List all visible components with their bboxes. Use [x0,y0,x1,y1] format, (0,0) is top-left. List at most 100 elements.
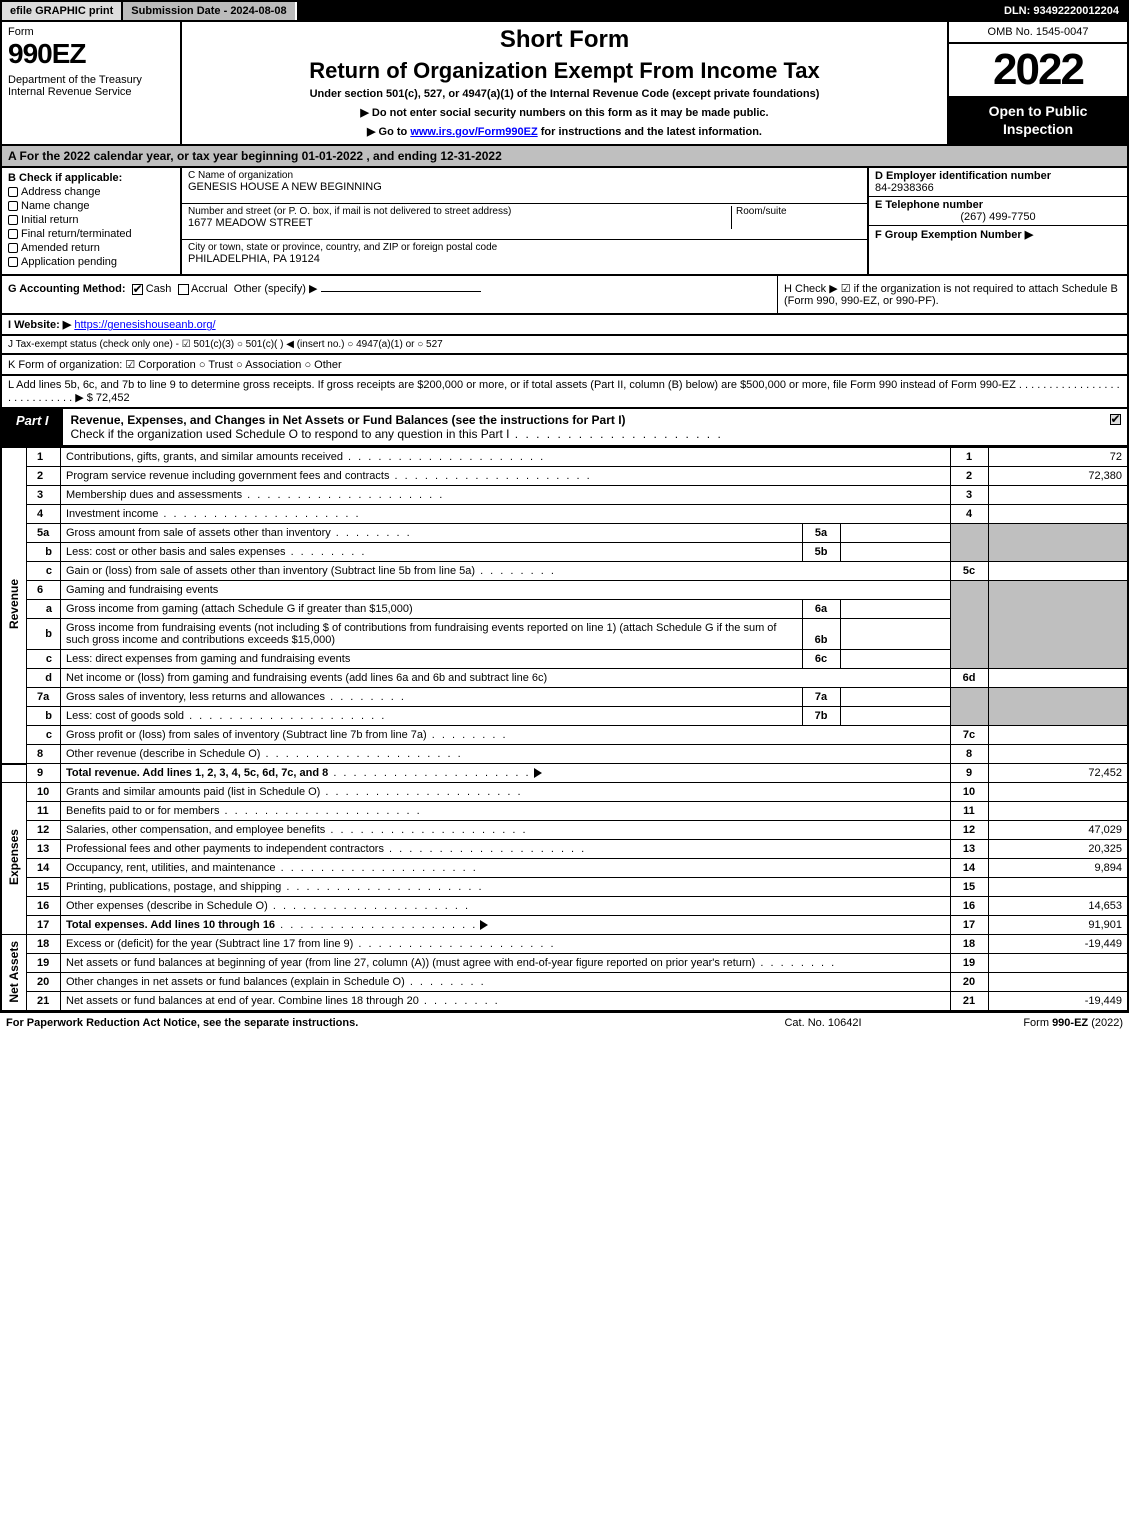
footer: For Paperwork Reduction Act Notice, see … [0,1012,1129,1033]
arrow-icon [534,768,542,778]
line-20-rn: 20 [950,973,988,992]
E-phone: E Telephone number (267) 499-7750 [869,197,1127,226]
row-L-gross-receipts: L Add lines 5b, 6c, and 7b to line 9 to … [0,376,1129,409]
block-B-through-F: B Check if applicable: Address change Na… [0,168,1129,276]
chk-accrual[interactable] [178,284,189,295]
org-name: GENESIS HOUSE A NEW BEGINNING [188,181,861,193]
B-label: B Check if applicable: [8,172,174,184]
line-7b-desc: Less: cost of goods sold [61,707,803,726]
row-G-H: G Accounting Method: Cash Accrual Other … [0,276,1129,315]
line-6d-rn: 6d [950,669,988,688]
line-5b-num: b [27,543,61,562]
chk-final-return[interactable]: Final return/terminated [8,228,174,240]
top-bar: efile GRAPHIC print Submission Date - 20… [0,0,1129,22]
shade-7ab [950,688,988,726]
line-15-desc: Printing, publications, postage, and shi… [61,878,951,897]
revenue-section-label: Revenue [1,448,27,764]
street: 1677 MEADOW STREET [188,217,731,229]
line-1-num: 1 [27,448,61,467]
row-A-tax-year: A For the 2022 calendar year, or tax yea… [0,146,1129,168]
city-label: City or town, state or province, country… [188,242,861,253]
ein-label: D Employer identification number [875,170,1051,182]
line-16-num: 16 [27,897,61,916]
line-2-num: 2 [27,467,61,486]
chk-name-change[interactable]: Name change [8,200,174,212]
line-7b-num: b [27,707,61,726]
org-name-row: C Name of organization GENESIS HOUSE A N… [182,168,867,204]
line-8-desc: Other revenue (describe in Schedule O) [61,745,951,764]
line-11-rn: 11 [950,802,988,821]
line-8-val [988,745,1128,764]
line-16-val: 14,653 [988,897,1128,916]
line-21-desc: Net assets or fund balances at end of ye… [61,992,951,1012]
net-assets-section-label: Net Assets [1,935,27,1012]
line-7c-num: c [27,726,61,745]
website-link[interactable]: https://genesishouseanb.org/ [74,319,215,331]
line-9-desc: Total revenue. Add lines 1, 2, 3, 4, 5c,… [61,764,951,783]
line-21-val: -19,449 [988,992,1128,1012]
line-3-num: 3 [27,486,61,505]
line-6d-num: d [27,669,61,688]
phone-value: (267) 499-7750 [875,211,1121,223]
line-7b-mv [840,707,950,726]
line-19-desc: Net assets or fund balances at beginning… [61,954,951,973]
part-I-schedule-O-check[interactable] [1103,409,1127,445]
line-17-desc: Total expenses. Add lines 10 through 16 [61,916,951,935]
room-suite-label: Room/suite [731,206,861,229]
line-15-num: 15 [27,878,61,897]
line-2-desc: Program service revenue including govern… [61,467,951,486]
line-6a-mn: 6a [802,600,840,619]
line-4-num: 4 [27,505,61,524]
line-7c-rn: 7c [950,726,988,745]
phone-label: E Telephone number [875,199,983,211]
line-4-val [988,505,1128,524]
main-title: Return of Organization Exempt From Incom… [188,58,941,84]
line-20-num: 20 [27,973,61,992]
chk-address-change[interactable]: Address change [8,186,174,198]
line-18-rn: 18 [950,935,988,954]
line-20-val [988,973,1128,992]
line-13-desc: Professional fees and other payments to … [61,840,951,859]
chk-application-pending[interactable]: Application pending [8,256,174,268]
line-5a-num: 5a [27,524,61,543]
line-3-desc: Membership dues and assessments [61,486,951,505]
line-6b-mn: 6b [802,619,840,650]
line-6a-num: a [27,600,61,619]
line-11-val [988,802,1128,821]
line-20-desc: Other changes in net assets or fund bala… [61,973,951,992]
chk-cash[interactable] [132,284,143,295]
line-5b-mn: 5b [802,543,840,562]
ein-value: 84-2938366 [875,182,934,194]
ssn-warning: ▶ Do not enter social security numbers o… [188,106,941,119]
shade-6abc [950,581,988,669]
chk-amended-return[interactable]: Amended return [8,242,174,254]
line-6c-num: c [27,650,61,669]
row-I-website: I Website: ▶ https://genesishouseanb.org… [0,315,1129,336]
shade-6abc-v [988,581,1128,669]
line-19-rn: 19 [950,954,988,973]
line-11-desc: Benefits paid to or for members [61,802,951,821]
line-5c-val [988,562,1128,581]
irs-link[interactable]: www.irs.gov/Form990EZ [410,126,537,138]
footer-right: Form 990-EZ (2022) [923,1017,1123,1029]
line-6b-desc: Gross income from fundraising events (no… [61,619,803,650]
line-7b-mn: 7b [802,707,840,726]
chk-initial-return[interactable]: Initial return [8,214,174,226]
part-I-check-note: Check if the organization used Schedule … [71,427,510,441]
part-I-tab: Part I [2,409,63,445]
line-13-num: 13 [27,840,61,859]
footer-center: Cat. No. 10642I [723,1017,923,1029]
line-12-rn: 12 [950,821,988,840]
line-17-rn: 17 [950,916,988,935]
city: PHILADELPHIA, PA 19124 [188,253,861,265]
shade-5ab [950,524,988,562]
line-6d-desc: Net income or (loss) from gaming and fun… [61,669,951,688]
goto-post: for instructions and the latest informat… [538,126,762,138]
efile-print-button[interactable]: efile GRAPHIC print [2,2,123,20]
line-7c-desc: Gross profit or (loss) from sales of inv… [61,726,951,745]
line-15-val [988,878,1128,897]
line-19-val [988,954,1128,973]
part-I-header: Part I Revenue, Expenses, and Changes in… [0,409,1129,447]
line-3-rn: 3 [950,486,988,505]
line-6c-desc: Less: direct expenses from gaming and fu… [61,650,803,669]
